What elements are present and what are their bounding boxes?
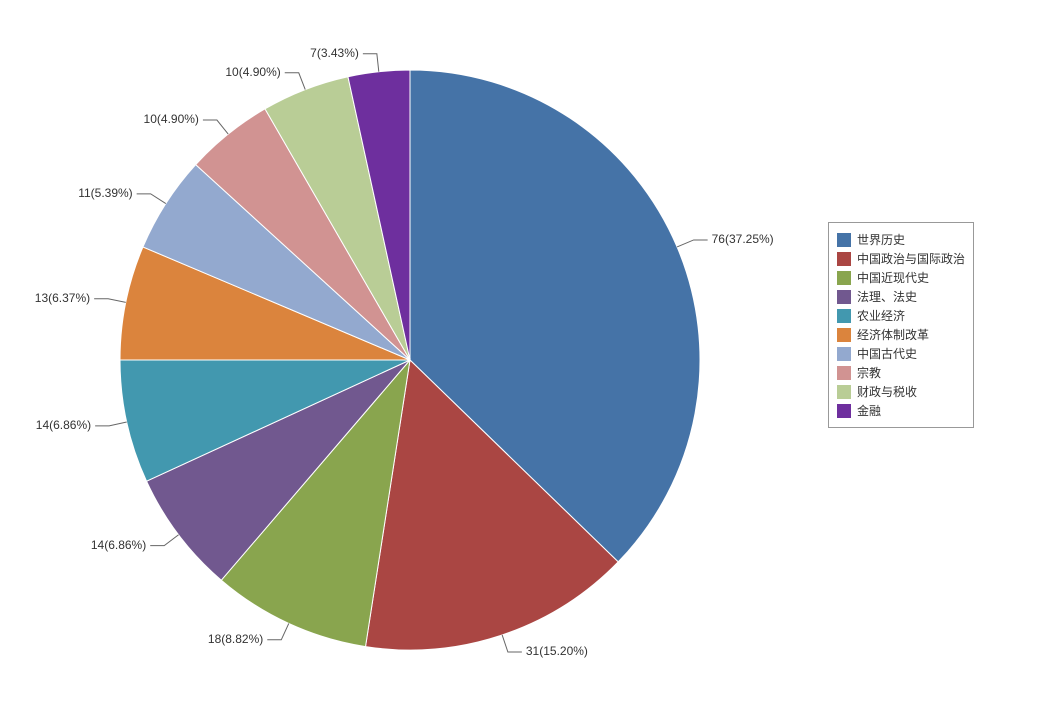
label-leader <box>95 422 127 426</box>
legend-item[interactable]: 世界历史 <box>837 231 965 248</box>
legend-item[interactable]: 中国近现代史 <box>837 269 965 286</box>
legend-label: 经济体制改革 <box>857 326 929 343</box>
label-leader <box>502 635 522 652</box>
legend-label: 财政与税收 <box>857 383 917 400</box>
legend-swatch <box>837 233 851 247</box>
legend-label: 中国近现代史 <box>857 269 929 286</box>
label-leader <box>267 623 289 639</box>
slice-label: 11(5.39%) <box>78 186 132 200</box>
label-leader <box>363 54 379 72</box>
legend-item[interactable]: 法理、法史 <box>837 288 965 305</box>
slice-label: 10(4.90%) <box>225 65 280 79</box>
slice-label: 76(37.25%) <box>712 232 774 246</box>
label-leader <box>137 194 166 204</box>
legend-swatch <box>837 347 851 361</box>
slice-label: 7(3.43%) <box>310 46 359 60</box>
label-leader <box>203 120 228 134</box>
legend-label: 农业经济 <box>857 307 905 324</box>
legend-item[interactable]: 经济体制改革 <box>837 326 965 343</box>
legend-swatch <box>837 385 851 399</box>
slice-label: 13(6.37%) <box>35 291 90 305</box>
label-leader <box>677 240 708 247</box>
legend-item[interactable]: 财政与税收 <box>837 383 965 400</box>
slice-label: 18(8.82%) <box>208 632 263 646</box>
legend-swatch <box>837 328 851 342</box>
legend-swatch <box>837 252 851 266</box>
slice-label: 31(15.20%) <box>526 644 588 658</box>
legend-label: 金融 <box>857 402 881 419</box>
slice-label: 14(6.86%) <box>91 538 146 552</box>
legend-item[interactable]: 中国古代史 <box>837 345 965 362</box>
pie-chart: 世界历史中国政治与国际政治中国近现代史法理、法史农业经济经济体制改革中国古代史宗… <box>0 0 1063 716</box>
legend: 世界历史中国政治与国际政治中国近现代史法理、法史农业经济经济体制改革中国古代史宗… <box>828 222 974 428</box>
legend-item[interactable]: 中国政治与国际政治 <box>837 250 965 267</box>
label-leader <box>150 535 178 546</box>
legend-item[interactable]: 农业经济 <box>837 307 965 324</box>
legend-item[interactable]: 金融 <box>837 402 965 419</box>
legend-label: 世界历史 <box>857 231 905 248</box>
legend-swatch <box>837 290 851 304</box>
label-leader <box>285 73 306 90</box>
legend-item[interactable]: 宗教 <box>837 364 965 381</box>
legend-label: 法理、法史 <box>857 288 917 305</box>
slice-label: 14(6.86%) <box>36 418 91 432</box>
label-leader <box>94 299 126 303</box>
legend-swatch <box>837 366 851 380</box>
legend-swatch <box>837 271 851 285</box>
legend-label: 中国古代史 <box>857 345 917 362</box>
slice-label: 10(4.90%) <box>144 112 199 126</box>
legend-label: 宗教 <box>857 364 881 381</box>
legend-swatch <box>837 404 851 418</box>
legend-swatch <box>837 309 851 323</box>
legend-label: 中国政治与国际政治 <box>857 250 965 267</box>
